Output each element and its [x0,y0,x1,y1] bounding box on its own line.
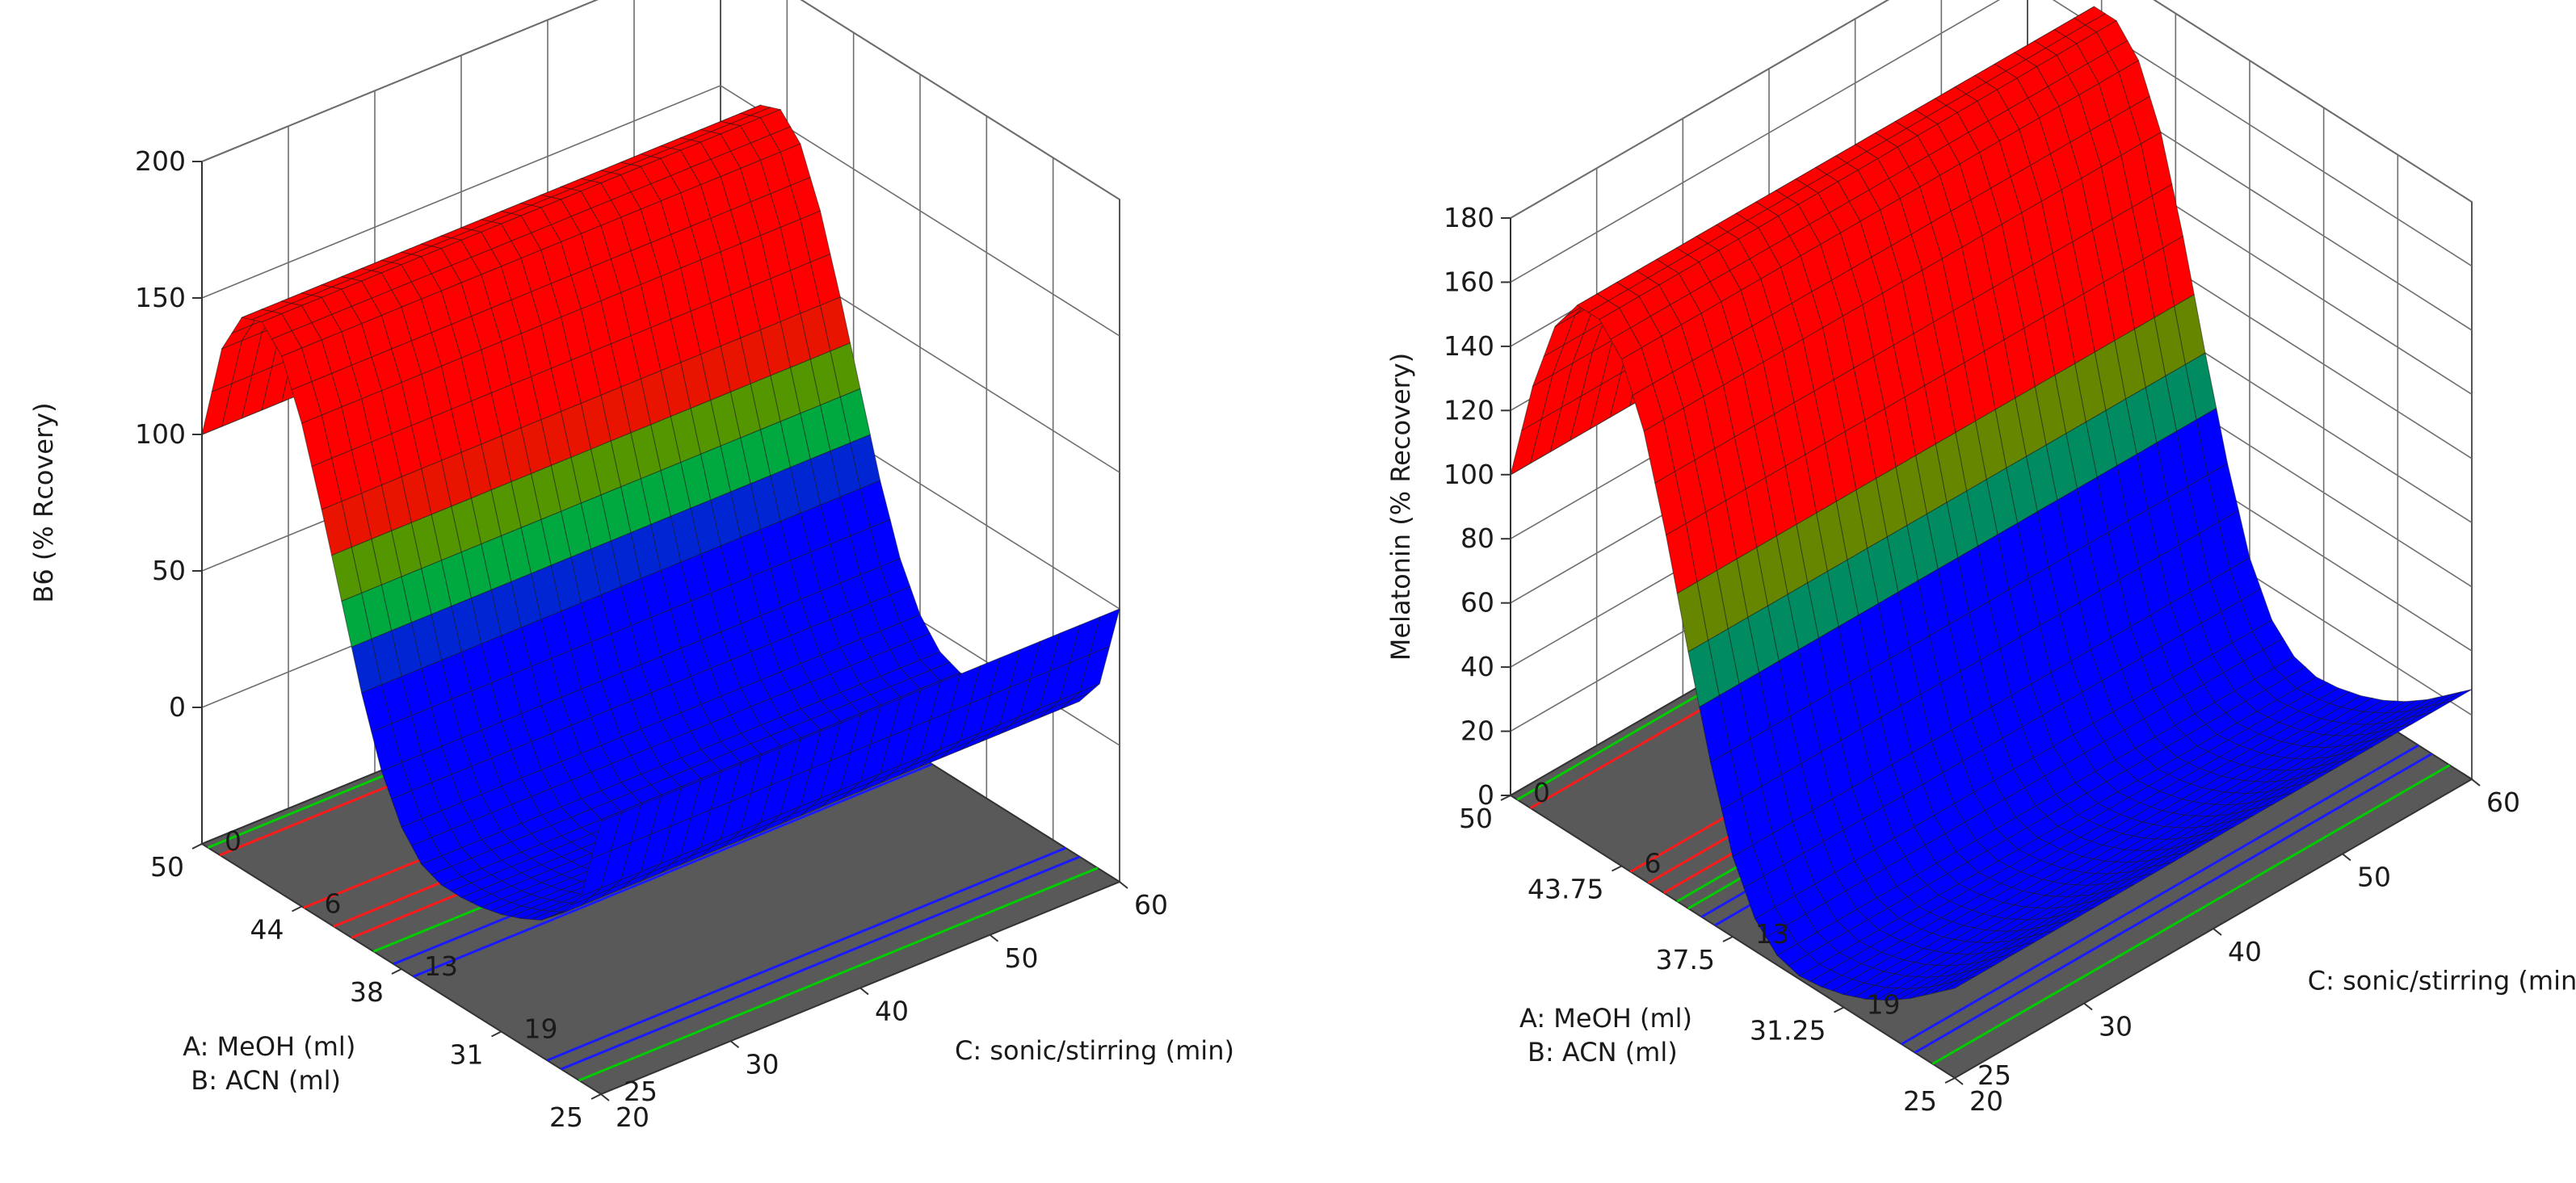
contour-line [578,866,1099,1082]
y-tick-label-a: 25 [549,1101,583,1133]
y-tick-label-a: 43.75 [1528,874,1603,905]
x-tick-mark [600,1093,610,1101]
y-tick-mark [292,905,302,912]
x-tick-mark [989,933,999,942]
y-axis-label-a: A: MeOH (ml) [183,1031,355,1062]
z-tick-label: 0 [1477,779,1494,811]
y-tick-mark [1722,936,1733,942]
y-tick-label-b: 13 [1755,918,1789,950]
z-tick-label: 50 [152,555,186,586]
surface-patch [1944,976,1975,992]
x-tick-mark [2083,1002,2093,1011]
y-tick-label-b: 6 [325,888,342,920]
z-tick-label: 80 [1460,522,1494,554]
contour-line [1931,764,2451,1065]
y-tick-mark [590,1093,602,1100]
x-tick-label: 30 [2099,1011,2133,1042]
y-tick-label-b: 25 [1977,1059,2011,1091]
x-tick-label: 50 [2357,862,2391,893]
y-tick-mark [491,1030,502,1038]
x-tick-label: 60 [1134,889,1168,921]
surface-patch [590,812,622,860]
y-tick-label-a: 50 [150,851,184,883]
wall-grid-line [201,0,1120,200]
y-tick-mark [391,968,402,975]
y-tick-label-a: 37.5 [1656,944,1715,975]
x-tick-mark [1954,1077,1964,1085]
z-tick-label: 0 [169,691,186,723]
z-tick-label: 60 [1460,587,1494,619]
y-tick-mark [1834,1006,1844,1013]
z-tick-label: 150 [135,282,186,313]
z-tick-label: 200 [135,145,186,177]
x-tick-label: 50 [1005,942,1039,974]
x-tick-mark [2213,928,2222,936]
x-tick-mark [2342,853,2351,862]
y-tick-label-a: 31 [450,1039,484,1071]
z-tick-label: 180 [1443,202,1494,233]
z-axis-label: B6 (% Rcovery) [28,402,59,602]
contour-line [1901,744,2419,1046]
contour-line [546,846,1066,1062]
x-tick-mark [729,1040,740,1049]
z-axis-label: Melatonin (% Recovery) [1385,353,1416,661]
y-tick-label-b: 25 [624,1076,658,1107]
y-tick-label-a: 25 [1903,1085,1937,1117]
x-tick-mark [2471,778,2481,787]
x-tick-label: 30 [746,1048,780,1080]
contour-line [413,762,933,978]
response-surface [201,104,1120,921]
y-tick-label-b: 6 [1645,848,1662,879]
z-tick-label: 100 [1443,459,1494,490]
y-tick-label-a: 50 [1459,803,1493,834]
y-tick-label-a: 44 [250,914,284,946]
y-tick-label-a: 38 [350,976,384,1008]
x-tick-label: 40 [2228,936,2262,967]
contour-line [1914,753,2433,1054]
y-tick-label-b: 13 [424,950,458,982]
y-tick-label-a: 31.25 [1750,1015,1826,1047]
y-axis-label-b: B: ACN (ml) [191,1065,341,1096]
z-tick-label: 100 [135,418,186,450]
x-axis-label: C: sonic/stirring (min) [2308,966,2576,996]
y-tick-mark [1944,1077,1956,1084]
z-tick-label: 160 [1443,266,1494,297]
x-tick-label: 20 [616,1101,649,1133]
y-tick-label-b: 19 [524,1013,558,1045]
contour-line [561,855,1081,1071]
x-tick-mark [859,987,869,996]
x-tick-label: 20 [1969,1085,2003,1117]
z-tick-label: 40 [1460,651,1494,682]
wall-grid-line [1510,0,2473,219]
y-tick-mark [1612,865,1622,872]
z-tick-label: 120 [1443,394,1494,426]
y-tick-label-b: 0 [225,825,242,857]
response-surface [1510,6,2473,1001]
x-tick-label: 40 [875,996,909,1027]
y-tick-mark [191,843,203,849]
x-tick-mark [1119,881,1128,889]
y-axis-label-b: B: ACN (ml) [1528,1037,1678,1068]
y-tick-label-b: 19 [1867,989,1901,1021]
wall-grid-line [201,85,1120,337]
z-tick-label: 140 [1443,330,1494,362]
x-tick-label: 60 [2486,787,2520,818]
z-tick-label: 20 [1460,715,1494,747]
x-axis-label: C: sonic/stirring (min) [955,1035,1234,1066]
y-axis-label-a: A: MeOH (ml) [1519,1003,1692,1034]
y-tick-mark [1500,795,1511,801]
y-tick-label-b: 0 [1533,777,1550,808]
wall-grid-line [1510,0,2473,283]
